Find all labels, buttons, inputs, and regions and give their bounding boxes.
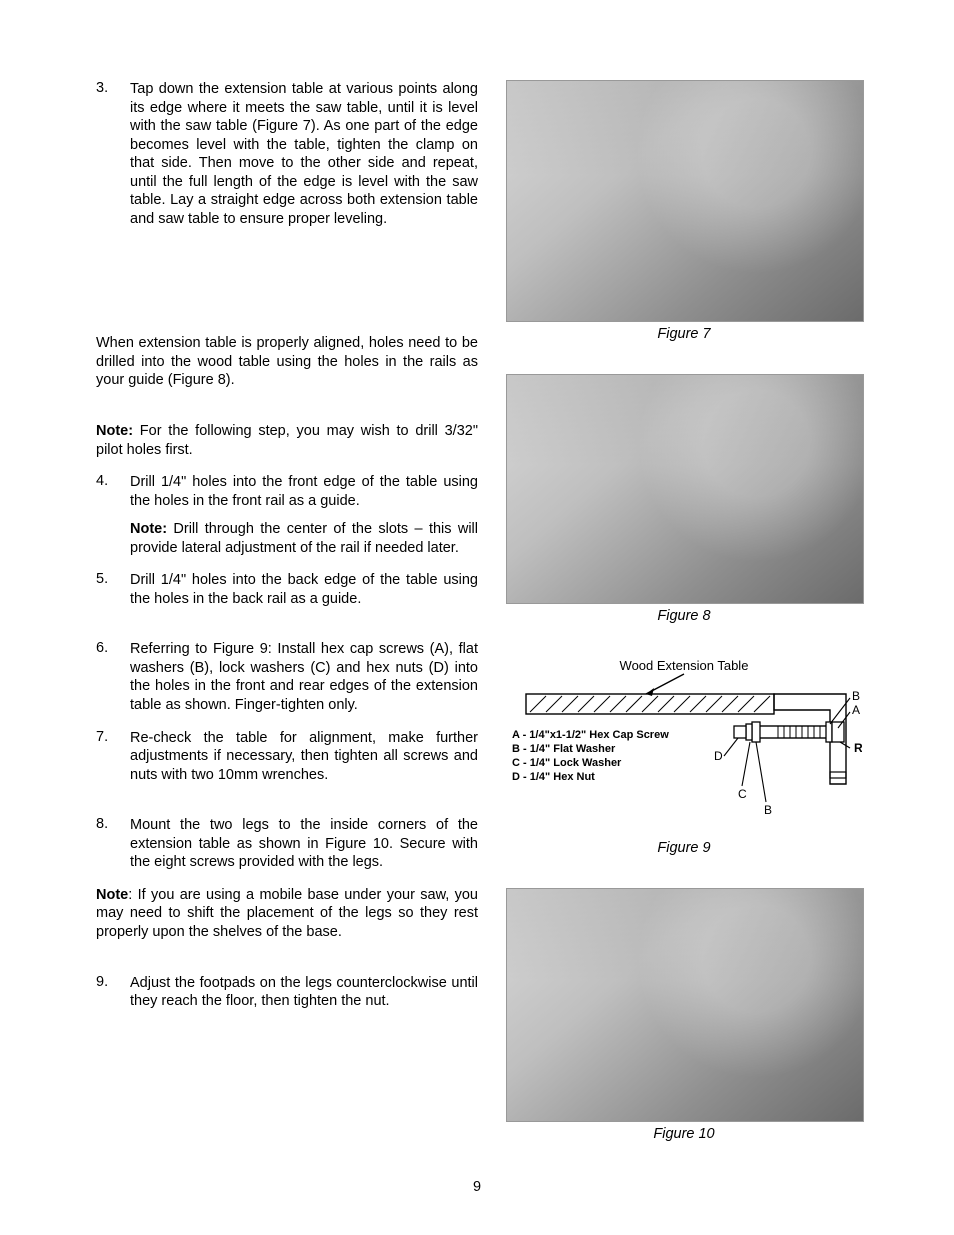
figure-7: Figure 7: [506, 80, 862, 342]
step-list-b3: 8. Mount the two legs to the inside corn…: [96, 816, 478, 872]
step-4-note: Note: Drill through the center of the sl…: [130, 520, 478, 557]
step-number: 7.: [96, 729, 130, 785]
step-list-c: 9. Adjust the footpads on the legs count…: [96, 974, 478, 1011]
note-label: Note: [96, 887, 128, 903]
step-body: Drill 1/4" holes into the front edge of …: [130, 473, 478, 557]
text-column: 3. Tap down the extension table at vario…: [96, 80, 478, 1142]
step-5: 5. Drill 1/4" holes into the back edge o…: [96, 571, 478, 608]
step-body: Re-check the table for alignment, make f…: [130, 729, 478, 785]
note-text: For the following step, you may wish to …: [96, 423, 478, 458]
note-text: Drill through the center of the slots – …: [130, 521, 478, 556]
step-number: 5.: [96, 571, 130, 608]
step-list-b: 4. Drill 1/4" holes into the front edge …: [96, 473, 478, 608]
figure-8-photo: [506, 374, 864, 604]
note-pilot-holes: Note: For the following step, you may wi…: [96, 422, 478, 459]
note-label: Note:: [96, 423, 133, 439]
note-mobile-base: Note: If you are using a mobile base und…: [96, 886, 478, 942]
step-number: 4.: [96, 473, 130, 557]
step-body: Drill 1/4" holes into the back edge of t…: [130, 571, 478, 608]
figure-9-caption: Figure 9: [506, 840, 862, 856]
step-8: 8. Mount the two legs to the inside corn…: [96, 816, 478, 872]
figure-7-caption: Figure 7: [506, 326, 862, 342]
step-number: 6.: [96, 640, 130, 714]
step-body: Adjust the footpads on the legs counterc…: [130, 974, 478, 1011]
svg-text:B: B: [852, 689, 860, 703]
figure-10-photo: [506, 888, 864, 1122]
svg-text:Rail: Rail: [854, 741, 862, 755]
svg-text:B: B: [764, 803, 772, 817]
svg-text:C: C: [738, 787, 747, 801]
svg-text:A - 1/4"x1-1/2" Hex Cap Screw: A - 1/4"x1-1/2" Hex Cap Screw: [512, 729, 669, 741]
note-label: Note:: [130, 521, 167, 537]
figure-9-diagram: Wood Extension Table: [506, 656, 862, 836]
step-number: 3.: [96, 80, 130, 228]
figure-10-caption: Figure 10: [506, 1126, 862, 1142]
manual-page: 3. Tap down the extension table at vario…: [0, 0, 954, 1235]
step-3: 3. Tap down the extension table at vario…: [96, 80, 478, 228]
step-body: Mount the two legs to the inside corners…: [130, 816, 478, 872]
step-4: 4. Drill 1/4" holes into the front edge …: [96, 473, 478, 557]
figure-8: Figure 8: [506, 374, 862, 624]
diagram-title: Wood Extension Table: [620, 658, 749, 673]
note-text: : If you are using a mobile base under y…: [96, 887, 478, 940]
svg-text:C - 1/4" Lock Washer: C - 1/4" Lock Washer: [512, 757, 622, 769]
svg-text:A: A: [852, 703, 860, 717]
step-body: Tap down the extension table at various …: [130, 80, 478, 228]
figure-column: Figure 7 Figure 8 Wood Extension Table: [506, 80, 862, 1142]
step-list-a: 3. Tap down the extension table at vario…: [96, 80, 478, 228]
svg-text:D: D: [714, 749, 723, 763]
step-list-b2: 6. Referring to Figure 9: Install hex ca…: [96, 640, 478, 784]
figure-8-caption: Figure 8: [506, 608, 862, 624]
svg-text:D - 1/4" Hex Nut: D - 1/4" Hex Nut: [512, 771, 595, 783]
figure-10: Figure 10: [506, 888, 862, 1142]
step-9: 9. Adjust the footpads on the legs count…: [96, 974, 478, 1011]
figure-9: Wood Extension Table: [506, 656, 862, 856]
svg-text:B - 1/4" Flat Washer: B - 1/4" Flat Washer: [512, 743, 616, 755]
step-6: 6. Referring to Figure 9: Install hex ca…: [96, 640, 478, 714]
step-text: Drill 1/4" holes into the front edge of …: [130, 474, 478, 509]
step-number: 9.: [96, 974, 130, 1011]
step-7: 7. Re-check the table for alignment, mak…: [96, 729, 478, 785]
step-number: 8.: [96, 816, 130, 872]
page-number: 9: [0, 1179, 954, 1195]
intro-paragraph: When extension table is properly aligned…: [96, 334, 478, 390]
step-body: Referring to Figure 9: Install hex cap s…: [130, 640, 478, 714]
figure-7-photo: [506, 80, 864, 322]
two-column-layout: 3. Tap down the extension table at vario…: [96, 80, 862, 1142]
